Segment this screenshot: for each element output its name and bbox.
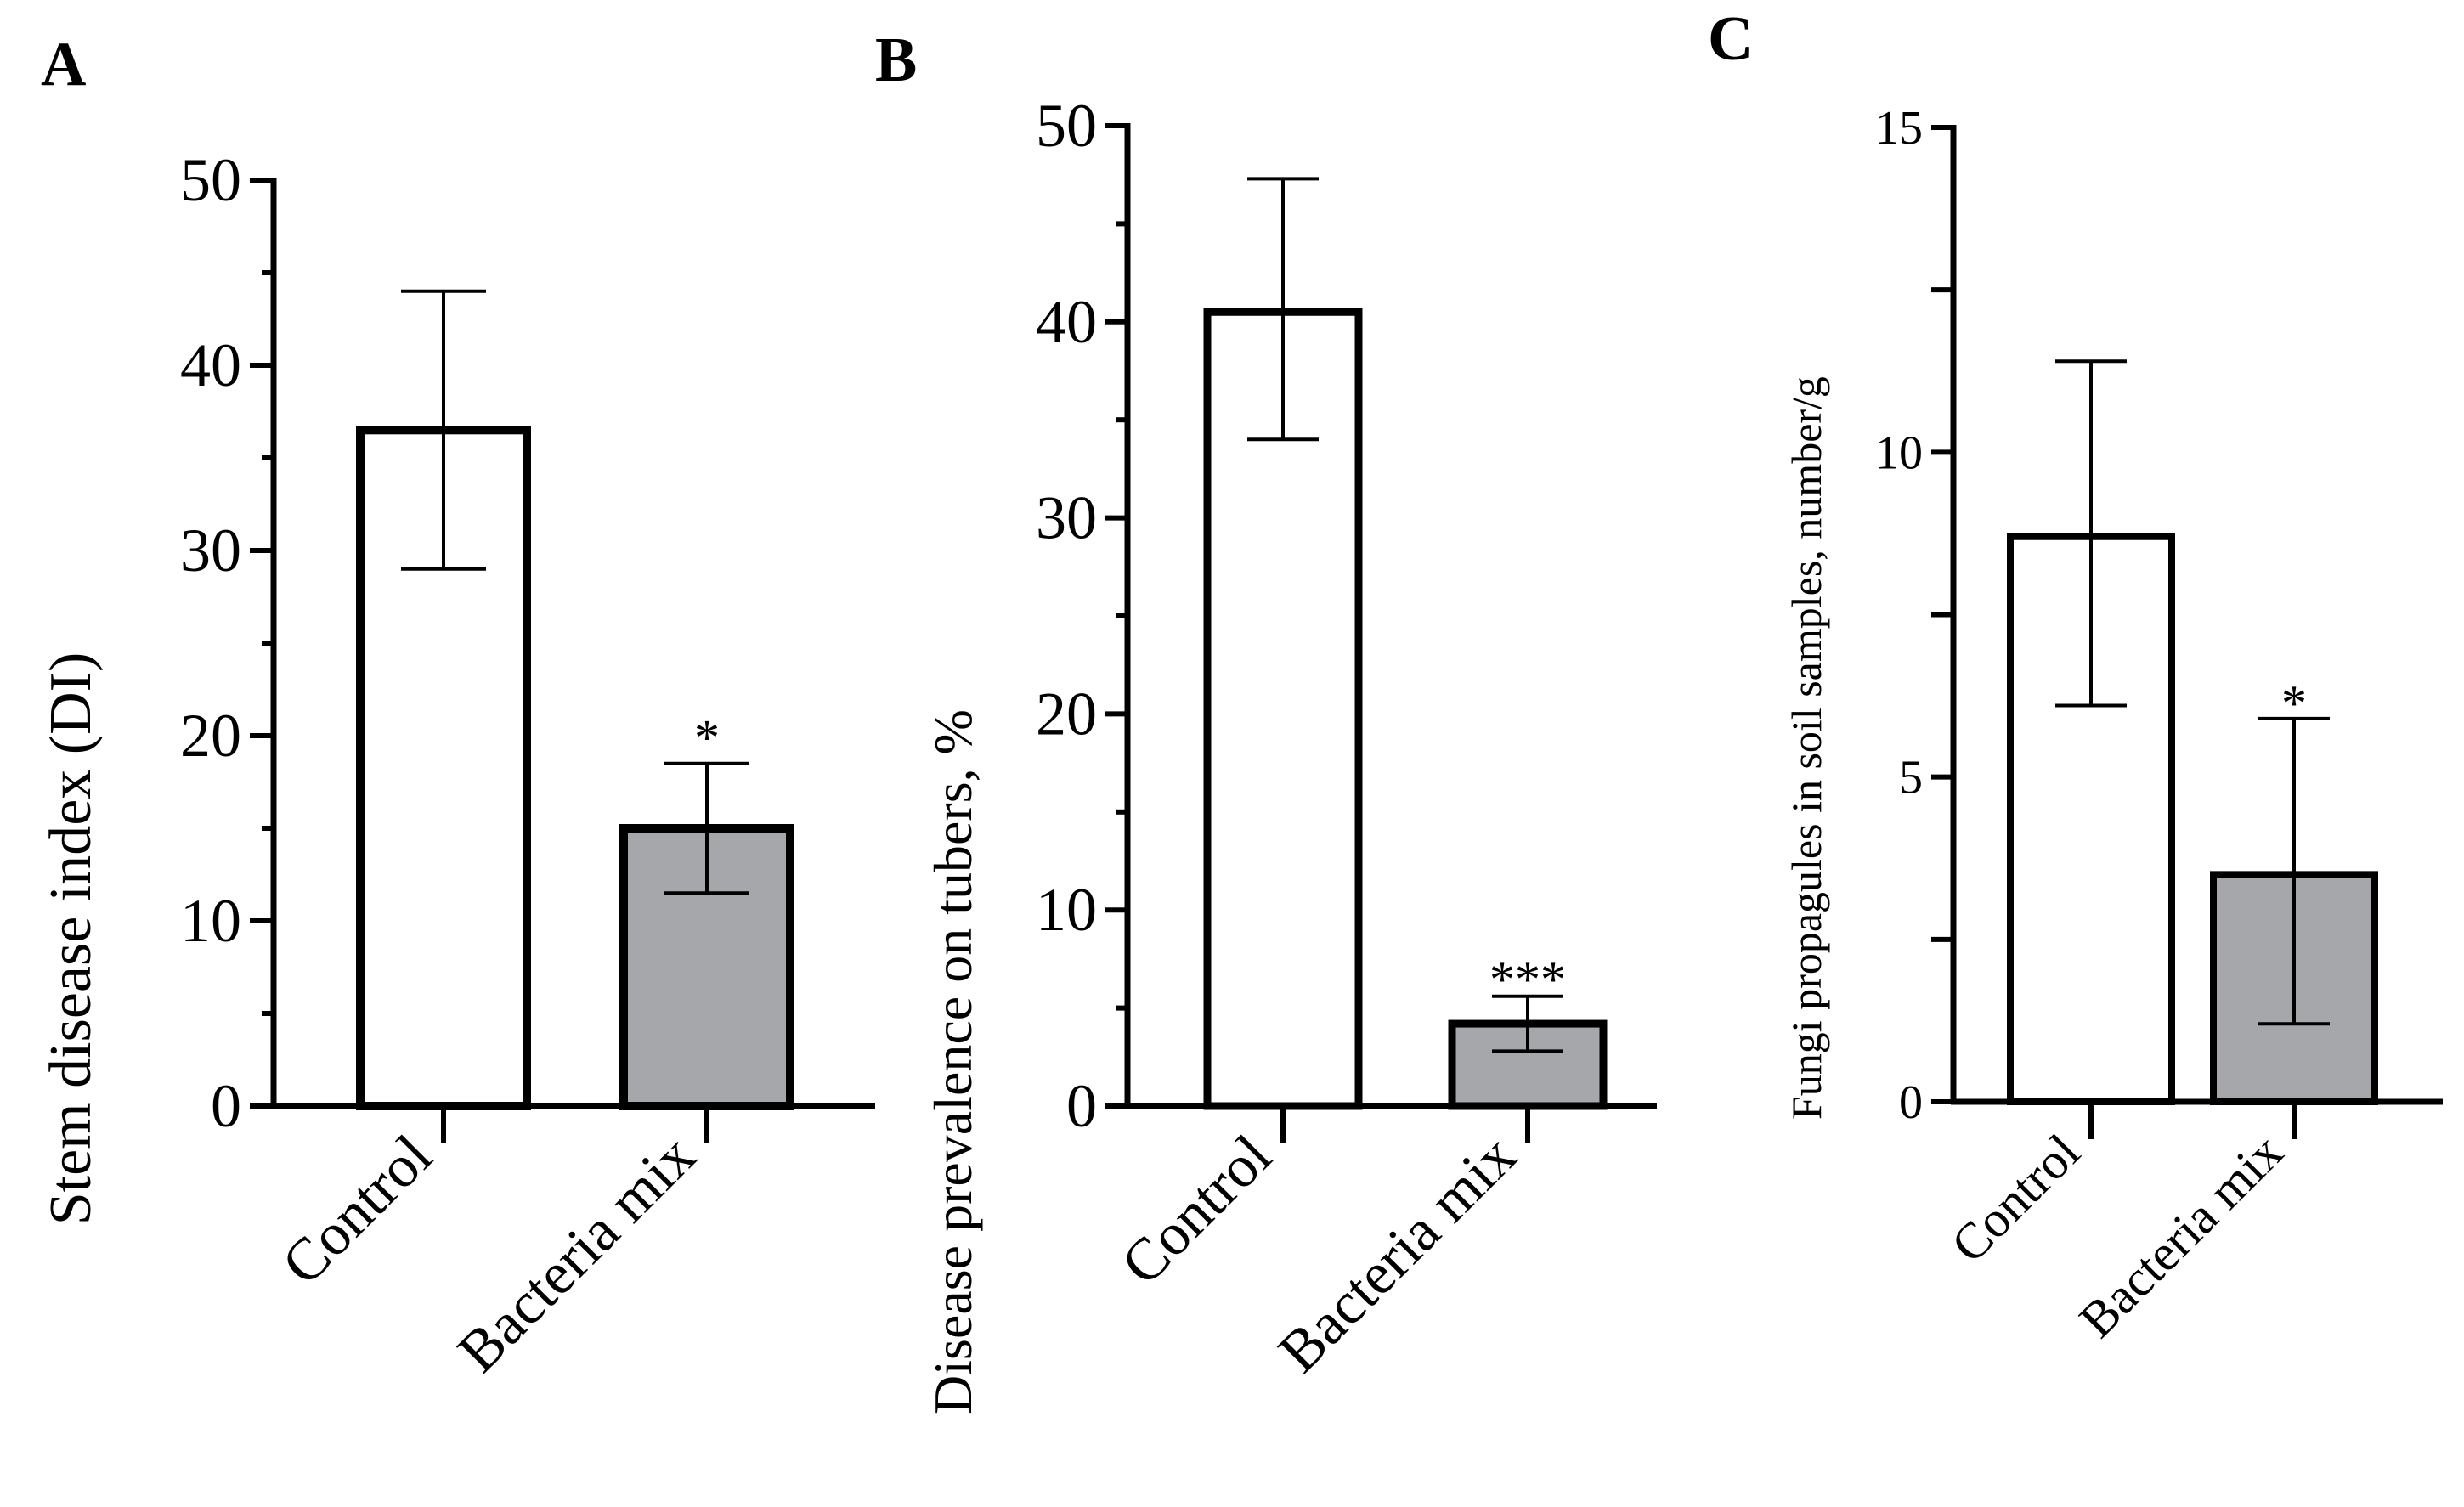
panel-c: C Fungi propagules in soil samples, numb… (1708, 4, 2443, 1348)
significance-mark-a-2: * (694, 710, 720, 766)
y-tick-label-b-50: 50 (1036, 92, 1097, 160)
panel-letter-a: A (41, 30, 86, 99)
y-tick-label-c-15: 15 (1875, 102, 1923, 155)
significance-mark-b-2: *** (1489, 951, 1566, 1007)
y-tick-label-a-30: 30 (180, 516, 241, 584)
error-bar-a-1 (401, 289, 486, 571)
panel-letter-b: B (875, 25, 917, 95)
y-tick-label-a-20: 20 (180, 702, 241, 770)
error-bar-c-2 (2258, 716, 2330, 1026)
y-tick-label-c-0: 0 (1899, 1076, 1923, 1129)
y-tick-label-c-5: 5 (1899, 752, 1923, 804)
y-tick-label-a-0: 0 (211, 1072, 241, 1140)
y-tick-label-a-50: 50 (180, 146, 241, 214)
x-category-label-b-1: Control (1110, 1123, 1285, 1298)
panel-a: A Stem disease index (DI) 0 10 20 30 40 50 Con… (38, 30, 875, 1386)
significance-mark-c-2: * (2281, 675, 2307, 731)
x-category-label-c-2: Bacteria mix (2069, 1124, 2294, 1349)
y-tick-label-c-10: 10 (1875, 426, 1923, 479)
error-bar-b-1 (1247, 177, 1319, 442)
y-tick-label-b-40: 40 (1036, 288, 1097, 356)
y-tick-label-a-10: 10 (180, 887, 241, 955)
panel-b: B Disease prevalence on tubers, % 0 10 20 3… (875, 25, 1657, 1414)
y-tick-label-b-20: 20 (1036, 680, 1097, 748)
y-axis-label-b: Disease prevalence on tubers, % (923, 709, 983, 1414)
error-bar-c-1 (2055, 359, 2127, 708)
y-tick-label-b-10: 10 (1036, 876, 1097, 944)
y-tick-label-b-0: 0 (1066, 1072, 1097, 1140)
panel-letter-c: C (1708, 4, 1753, 74)
y-tick-label-b-30: 30 (1036, 484, 1097, 552)
y-axis-label-a: Stem disease index (DI) (38, 652, 104, 1226)
x-category-label-a-2: Bacteria mix (446, 1123, 709, 1386)
x-category-label-b-2: Bacteria mix (1267, 1123, 1529, 1386)
error-bar-a-2 (664, 761, 749, 895)
x-category-label-c-1: Control (1941, 1124, 2090, 1273)
y-axis-label-c: Fungi propagules in soil samples, number… (1783, 376, 1830, 1120)
y-tick-label-a-40: 40 (180, 331, 241, 399)
x-category-label-a-1: Control (270, 1123, 445, 1298)
error-bar-b-2 (1492, 994, 1563, 1053)
